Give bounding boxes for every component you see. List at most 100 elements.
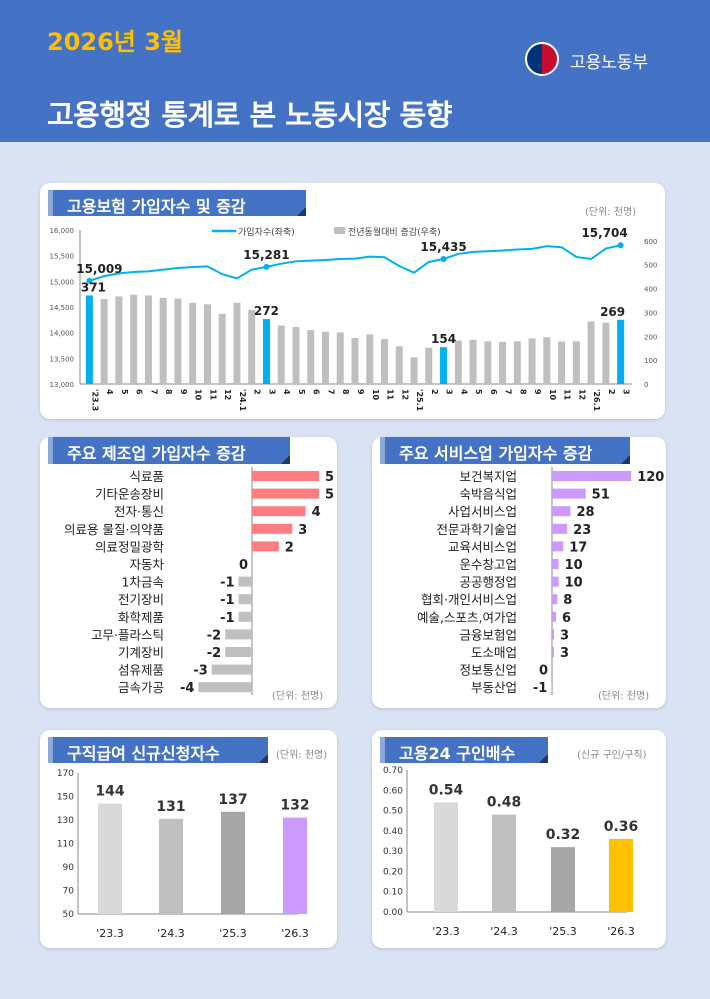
y-axis-tick: 50: [63, 910, 75, 920]
bar: [115, 296, 123, 384]
x-tick-label: 12: [577, 389, 586, 400]
line-data-label: 15,435: [420, 240, 466, 254]
services-chart-card: 주요 서비스업 가입자수 증감 (단위: 천명) 보건복지업 120 숙박음식업 51…: [372, 437, 666, 708]
left-axis-tick: 15,000: [50, 278, 75, 286]
bar-data-label: 6: [562, 611, 571, 626]
bar: [609, 838, 633, 912]
bar-data-label: 8: [563, 593, 572, 608]
bar: [336, 332, 344, 384]
x-tick-label: 5: [297, 389, 306, 395]
y-axis-tick: 150: [57, 793, 74, 803]
bar-data-label: -1: [220, 576, 234, 591]
bar: [552, 488, 586, 499]
right-axis-tick: 500: [644, 262, 657, 270]
bar: [252, 523, 293, 534]
bar: [221, 811, 245, 914]
category-label: 금융보험업: [459, 627, 517, 642]
category-label: 금속가공: [118, 680, 164, 695]
category-label: 기계장비: [118, 645, 164, 660]
bar-data-label: 28: [576, 505, 594, 520]
x-tick-label: '25.3: [219, 927, 247, 940]
bar: [174, 298, 182, 384]
bar-data-label: 0.54: [429, 782, 464, 798]
x-tick-label: 5: [474, 389, 483, 395]
x-tick-label: 6: [489, 389, 498, 395]
x-tick-label: '25.3: [549, 925, 577, 938]
x-tick-label: 10: [548, 389, 557, 401]
bar: [552, 629, 554, 640]
bar-data-label: 0: [539, 664, 548, 679]
bar: [552, 559, 559, 569]
x-tick-label: 9: [356, 389, 365, 395]
category-label: 식료품: [129, 469, 164, 484]
bar-data-label: -4: [180, 681, 194, 696]
category-label: 교육서비스업: [448, 539, 517, 554]
bar: [552, 471, 632, 481]
bar: [552, 506, 571, 517]
category-label: 자동차: [129, 557, 164, 572]
category-label: 공공행정업: [459, 575, 517, 590]
bar-data-label: -2: [207, 646, 221, 661]
category-label: 부동산업: [471, 680, 517, 695]
right-axis-tick: 400: [644, 286, 657, 294]
y-axis-tick: 0.70: [383, 766, 403, 776]
category-label: 사업서비스업: [448, 504, 517, 519]
y-axis-tick: 0.30: [383, 847, 403, 857]
category-label: 섬유제품: [118, 663, 164, 678]
bar-data-label: 5: [325, 488, 334, 503]
bar-data-label: 10: [565, 558, 583, 573]
bar: [252, 541, 279, 552]
x-tick-label: 8: [164, 389, 173, 395]
x-tick-label: 2: [253, 389, 262, 395]
x-tick-label: '23.3: [432, 925, 460, 938]
category-label: 예술,스포츠,여가업: [417, 610, 517, 625]
category-label: 고무·플라스틱: [91, 627, 164, 642]
card-title: 구직급여 신규신청자수: [48, 737, 268, 763]
legend-bar-swatch: [334, 227, 345, 234]
unit-label: (단위: 천명): [272, 691, 324, 702]
legend-line-label: 가입자수(좌축): [238, 226, 295, 238]
left-axis-tick: 14,000: [50, 330, 75, 338]
bar: [440, 347, 448, 384]
card-title: 고용보험 가입자수 및 증감: [48, 190, 306, 216]
bar-data-label: 3: [560, 646, 569, 661]
x-tick-label: 7: [504, 389, 513, 395]
left-axis-tick: 13,500: [50, 355, 75, 363]
jobseeker-chart: 50 70 90 110 130 150 170 144 '23.3 131 '24.3 137 '25…: [57, 769, 310, 940]
bar: [198, 682, 252, 693]
bar: [283, 817, 307, 914]
x-tick-label: 6: [312, 389, 321, 395]
x-tick-label: 10: [371, 389, 380, 401]
x-tick-label: '26.3: [607, 925, 635, 938]
bar: [321, 331, 329, 384]
bar-data-label: 144: [95, 784, 124, 800]
y-axis-tick: 0.10: [383, 888, 403, 898]
y-axis-tick: 110: [57, 840, 74, 850]
x-tick-label: 2: [607, 389, 616, 395]
bar: [225, 629, 252, 640]
bar: [572, 341, 580, 384]
report-month: 2026년 3월: [47, 28, 184, 56]
right-axis-tick: 300: [644, 309, 657, 317]
bar-data-label: 10: [565, 576, 583, 591]
bar: [262, 319, 270, 384]
y-axis-tick: 0.50: [383, 807, 403, 817]
bar-data-label: -2: [207, 628, 221, 643]
bar-data-label: 269: [600, 305, 625, 319]
bar-data-label: -1: [533, 681, 547, 696]
bar: [189, 302, 197, 384]
y-axis-tick: 90: [63, 863, 75, 873]
bar: [410, 357, 418, 384]
bar: [425, 347, 433, 384]
bar: [484, 341, 492, 384]
bar: [307, 330, 315, 384]
x-tick-label: 7: [149, 389, 158, 395]
x-tick-label: 8: [341, 389, 350, 395]
category-label: 화학제품: [118, 610, 164, 625]
category-label: 전기장비: [118, 592, 164, 607]
bar: [543, 337, 551, 384]
bar: [381, 339, 389, 384]
manufacturing-chart-card: 주요 제조업 가입자수 증감 (단위: 천명) 식료품 5 기타운송장비 5 전자·통신…: [40, 437, 337, 708]
bar: [248, 310, 256, 384]
bar-data-label: 3: [298, 523, 307, 538]
